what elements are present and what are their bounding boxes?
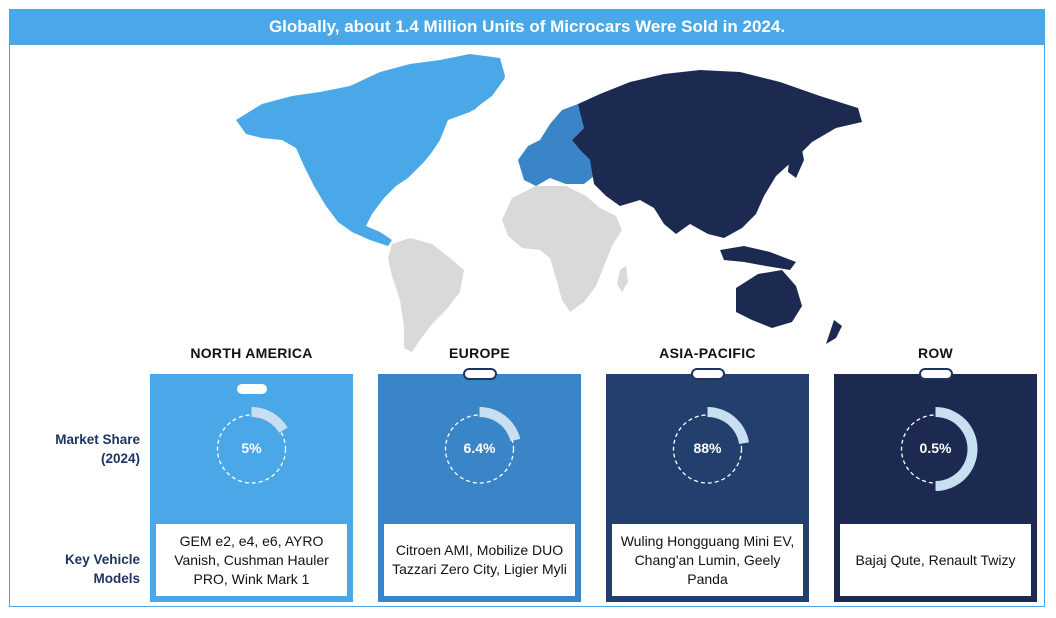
region-header-europe: EUROPE: [449, 345, 510, 361]
region-card-north-america: 5% GEM e2, e4, e6, AYRO Vanish, Cushman …: [150, 374, 353, 602]
card-tab: [236, 384, 267, 394]
donut-value-arc: [251, 407, 288, 433]
map-new-zealand: [826, 320, 842, 344]
donut-value-arc: [479, 407, 521, 442]
region-card-row: 0.5% Bajaj Qute, Renault Twizy: [834, 368, 1037, 602]
region-header-row: ROW: [917, 345, 954, 361]
title-banner: Globally, about 1.4 Million Units of Mic…: [9, 9, 1045, 45]
map-asia: [572, 70, 862, 238]
map-europe: [518, 104, 594, 186]
donut-guide-circle: [444, 414, 515, 484]
region-header-asia-pacific: ASIA-PACIFIC: [659, 345, 756, 361]
map-africa: [502, 186, 622, 312]
donut-guide-circle: [216, 414, 287, 484]
share-donut: [672, 407, 749, 484]
key-models-box: Wuling Hongguang Mini EV, Chang'an Lumin…: [612, 524, 803, 596]
card-tab: [918, 368, 953, 380]
row-label-market-share: Market Share (2024): [55, 432, 140, 466]
map-greenland: [440, 54, 505, 114]
key-models-box: Bajaj Qute, Renault Twizy: [840, 524, 1031, 596]
share-donut: [216, 407, 288, 484]
key-models-box: Citroen AMI, Mobilize DUO Tazzari Zero C…: [384, 524, 575, 596]
share-donut: [900, 407, 978, 491]
share-value: 5%: [241, 440, 262, 456]
card-tab: [462, 368, 497, 380]
region-card-asia-pacific: 88% Wuling Hongguang Mini EV, Chang'an L…: [606, 368, 809, 602]
key-models-box: GEM e2, e4, e6, AYRO Vanish, Cushman Hau…: [156, 524, 347, 596]
donut-value-arc: [707, 407, 749, 444]
map-southeast-asia-islands: [720, 246, 796, 270]
share-donut: [444, 407, 521, 484]
region-card-europe: 6.4% Citroen AMI, Mobilize DUO Tazzari Z…: [378, 368, 581, 602]
donut-value-arc: [935, 407, 978, 491]
donut-guide-circle: [672, 414, 743, 484]
share-value: 88%: [693, 440, 722, 456]
share-value: 0.5%: [919, 440, 952, 456]
region-header-north-america: NORTH AMERICA: [190, 345, 313, 361]
row-label-key-models: Key Vehicle Models: [64, 552, 140, 586]
card-tab: [690, 368, 725, 380]
share-value: 6.4%: [463, 440, 496, 456]
map-japan: [788, 140, 804, 178]
map-south-america: [388, 238, 464, 352]
map-north-america: [236, 58, 505, 246]
map-madagascar: [617, 266, 628, 292]
map-australia: [736, 270, 802, 328]
